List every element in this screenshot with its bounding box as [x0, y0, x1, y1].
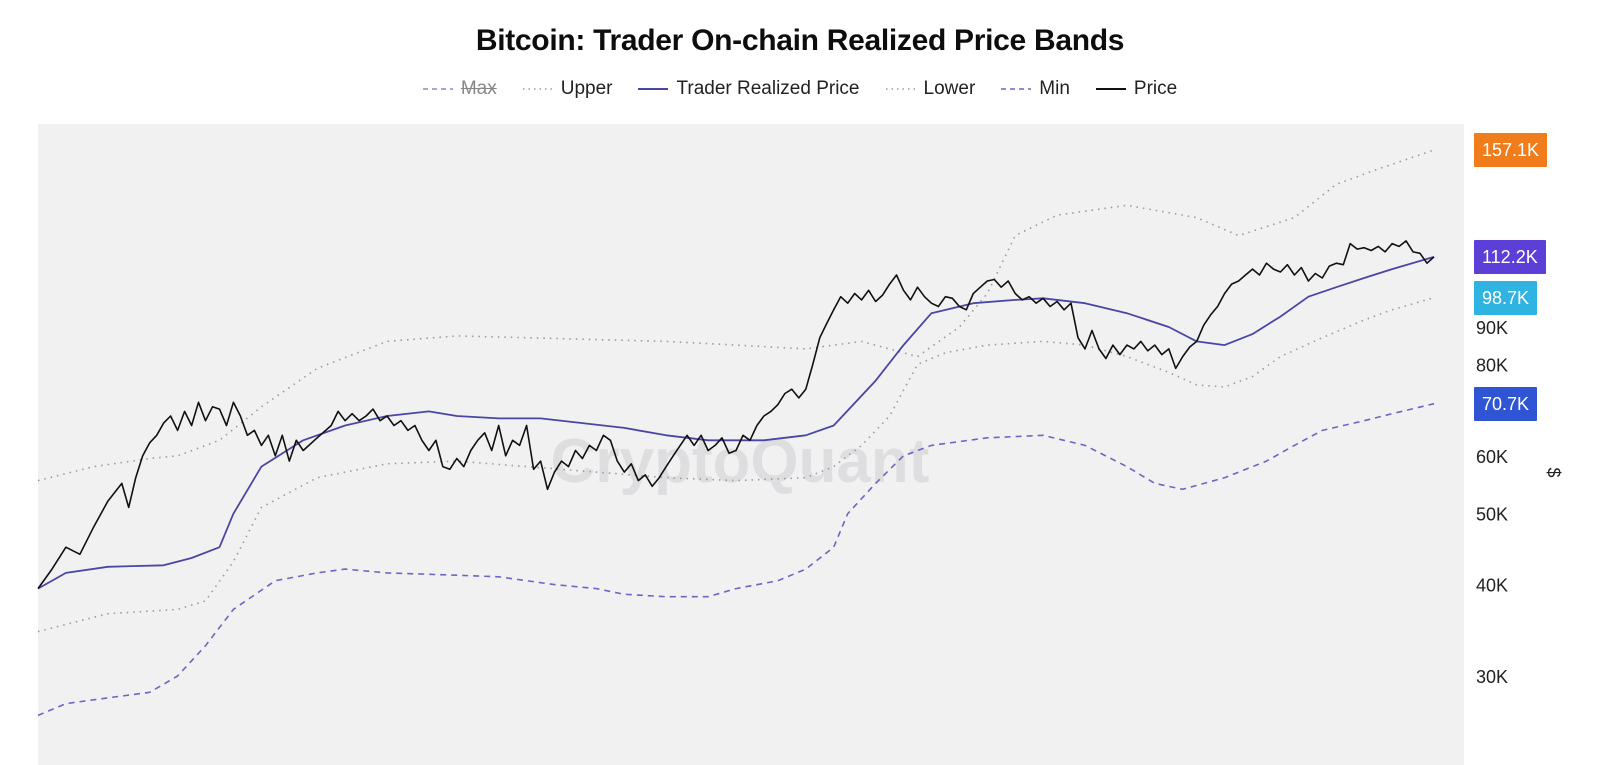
- series-line-price[interactable]: [37, 240, 1435, 590]
- y-tick-label: 80K: [1476, 355, 1508, 375]
- series-line-trader-realized-price[interactable]: [37, 256, 1435, 590]
- legend-label-lower: Lower: [923, 78, 976, 99]
- legend-label-min: Min: [1039, 78, 1070, 99]
- y-tick-label: 60K: [1476, 447, 1508, 467]
- series-line-upper[interactable]: [37, 149, 1435, 482]
- legend-label-upper: Upper: [560, 78, 613, 99]
- legend-label-trader-realized-price: Trader Realized Price: [676, 78, 860, 99]
- legend-swatch-price: [1095, 88, 1126, 90]
- watermark-logo: CryptoQuant: [551, 427, 930, 496]
- y-tick-label: 50K: [1476, 505, 1508, 525]
- legend-swatch-max: [422, 88, 453, 90]
- legend-item-upper[interactable]: Upper: [522, 78, 613, 100]
- value-tag: 70.7K: [1474, 386, 1538, 421]
- y-tick-label: 30K: [1476, 667, 1508, 687]
- plot-area[interactable]: [38, 124, 1464, 765]
- legend-item-lower[interactable]: Lower: [885, 78, 976, 100]
- legend: Max Upper Trader Realized Price Lower Mi…: [0, 78, 1600, 100]
- value-tag: 98.7K: [1474, 280, 1538, 315]
- series-layer: [37, 149, 1435, 717]
- y-axis: 90K 80K 60K 50K 40K 30K: [1476, 318, 1508, 687]
- y-tick-label: 40K: [1476, 576, 1508, 596]
- legend-label-price: Price: [1133, 78, 1178, 99]
- y-tick-label: 90K: [1476, 318, 1508, 338]
- series-line-min[interactable]: [37, 402, 1435, 717]
- legend-swatch-min: [1001, 88, 1032, 90]
- y-axis-label: $: [1543, 467, 1564, 478]
- legend-item-trader-realized-price[interactable]: Trader Realized Price: [638, 78, 860, 100]
- legend-swatch-trader-realized-price: [638, 88, 669, 90]
- legend-item-min[interactable]: Min: [1001, 78, 1070, 100]
- value-tag: 157.1K: [1474, 133, 1548, 167]
- value-tag: 112.2K: [1474, 239, 1546, 274]
- chart-title: Bitcoin: Trader On-chain Realized Price …: [475, 24, 1125, 57]
- legend-item-price[interactable]: Price: [1095, 78, 1178, 100]
- legend-item-max[interactable]: Max: [422, 78, 497, 100]
- legend-label-max: Max: [460, 78, 497, 99]
